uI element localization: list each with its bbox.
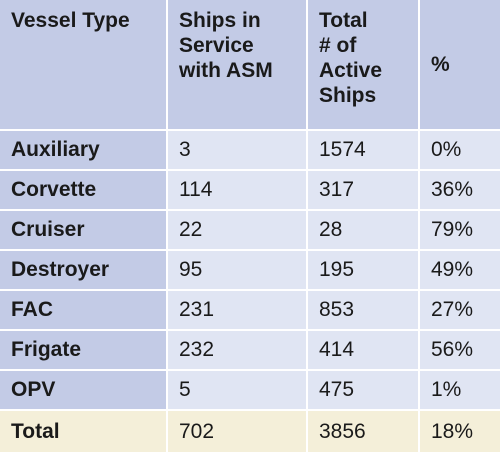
row-percent: 56% [419, 330, 500, 371]
row-percent: 79% [419, 210, 500, 251]
row-total-active-ships: 414 [307, 330, 420, 371]
table-row: Destroyer 95 195 49% [0, 250, 500, 291]
table-row: Cruiser 22 28 79% [0, 210, 500, 251]
header-line: # of [319, 34, 357, 57]
row-vessel-type: Corvette [0, 170, 168, 211]
row-total-active-ships: 28 [307, 210, 420, 251]
row-total-active-ships: 853 [307, 290, 420, 331]
row-vessel-type: Destroyer [0, 250, 168, 291]
row-ships-with-asm: 231 [167, 290, 308, 331]
total-ships-with-asm: 702 [167, 410, 308, 452]
table-header: Vessel Type Ships in Service with ASM To… [0, 0, 500, 131]
row-total-active-ships: 317 [307, 170, 420, 211]
row-ships-with-asm: 5 [167, 370, 308, 411]
table-row: OPV 5 475 1% [0, 370, 500, 411]
row-vessel-type: FAC [0, 290, 168, 331]
table-row: Frigate 232 414 56% [0, 330, 500, 371]
table-row: Auxiliary 3 1574 0% [0, 130, 500, 171]
row-ships-with-asm: 95 [167, 250, 308, 291]
row-percent: 49% [419, 250, 500, 291]
row-vessel-type: OPV [0, 370, 168, 411]
row-percent: 0% [419, 130, 500, 171]
row-percent: 1% [419, 370, 500, 411]
row-ships-with-asm: 232 [167, 330, 308, 371]
row-vessel-type: Auxiliary [0, 130, 168, 171]
header-line: Service [179, 34, 254, 57]
header-row: Vessel Type Ships in Service with ASM To… [0, 0, 500, 131]
header-line: Active [319, 59, 383, 82]
row-total-active-ships: 195 [307, 250, 420, 291]
header-percent: % [419, 0, 500, 131]
header-line: with ASM [179, 59, 273, 82]
table-row: Corvette 114 317 36% [0, 170, 500, 211]
header-vessel-type: Vessel Type [0, 0, 168, 131]
row-total-active-ships: 1574 [307, 130, 420, 171]
row-percent: 27% [419, 290, 500, 331]
row-total-active-ships: 475 [307, 370, 420, 411]
row-ships-with-asm: 114 [167, 170, 308, 211]
total-row: Total 702 3856 18% [0, 410, 500, 452]
header-total-active-ships: Total # of Active Ships [307, 0, 420, 131]
header-line: Ships in [179, 9, 261, 32]
row-vessel-type: Frigate [0, 330, 168, 371]
total-percent: 18% [419, 410, 500, 452]
row-vessel-type: Cruiser [0, 210, 168, 251]
header-ships-with-asm: Ships in Service with ASM [167, 0, 308, 131]
total-active-ships: 3856 [307, 410, 420, 452]
total-label: Total [0, 410, 168, 452]
row-ships-with-asm: 3 [167, 130, 308, 171]
row-percent: 36% [419, 170, 500, 211]
header-line: % [431, 53, 450, 76]
header-line: Vessel Type [11, 9, 130, 32]
header-line: Total [319, 9, 368, 32]
row-ships-with-asm: 22 [167, 210, 308, 251]
table-row: FAC 231 853 27% [0, 290, 500, 331]
table-body: Auxiliary 3 1574 0% Corvette 114 317 36%… [0, 130, 500, 452]
header-line: Ships [319, 84, 377, 107]
